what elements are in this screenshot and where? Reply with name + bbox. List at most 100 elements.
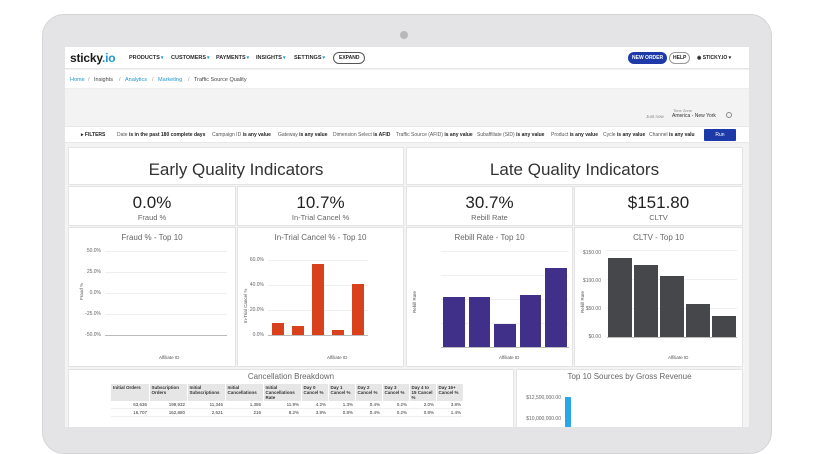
app-screen: sticky.io PRODUCTS▾ CUSTOMERS▾ PAYMENTS▾… [65, 47, 749, 427]
breadcrumb-home[interactable]: Home [70, 77, 85, 83]
table-cell: 0.4% [355, 408, 382, 417]
x-axis-line [268, 335, 368, 336]
filter-date[interactable]: Date is in the past 180 complete days [117, 132, 206, 138]
y-tick-label: $50.00 [585, 306, 601, 312]
breadcrumb-insights[interactable]: Insights [94, 77, 113, 83]
breadcrumb-separator: / [152, 77, 154, 83]
top-sources-revenue: Top 10 Sources by Gross Revenue $12,500,… [516, 369, 743, 427]
expand-button[interactable]: EXPAND [333, 52, 366, 64]
y-tick-label: 50.0% [86, 248, 101, 254]
breadcrumb-separator: / [188, 77, 190, 83]
nav-settings[interactable]: SETTINGS▾ [294, 55, 326, 61]
filter-traffic-source[interactable]: Traffic Source (AFID) is any value [396, 132, 473, 138]
column-header[interactable]: Day 16+ Cancel % [436, 384, 464, 401]
y-tick-label: $150.00 [582, 250, 601, 256]
chart-bar[interactable] [660, 275, 684, 337]
column-header[interactable]: Initial Cancellations Rate [263, 384, 302, 401]
gridline [105, 314, 227, 315]
chart-bar[interactable] [519, 295, 542, 347]
filter-dimension[interactable]: Dimension Select is AFID [333, 132, 391, 138]
chart-bar[interactable] [608, 257, 632, 337]
chart-bar[interactable] [686, 303, 710, 337]
user-menu[interactable]: ◉ STICKY.IO ▾ [697, 55, 732, 61]
x-axis-line [441, 347, 569, 348]
table-cell: 0.8% [409, 408, 436, 417]
gridline [105, 272, 227, 273]
chart-bar[interactable] [312, 264, 324, 335]
early-indicators-title: Early Quality Indicators [148, 160, 324, 179]
kpi-fraud: 0.0% Fraud % [68, 186, 236, 226]
gridline [441, 299, 569, 300]
kpi-rebill-rate: 30.7% Rebill Rate [406, 186, 573, 226]
chart-bar[interactable] [332, 329, 344, 335]
chart-bar[interactable] [712, 315, 736, 337]
table-cell: 16,707 [111, 408, 149, 417]
chart-bar[interactable] [468, 297, 491, 347]
chart-bar[interactable] [352, 283, 364, 335]
logo[interactable]: sticky.io [70, 51, 116, 65]
filter-campaign[interactable]: Campaign ID is any value [212, 132, 271, 138]
table-cell: 0.8% [328, 408, 355, 417]
column-header[interactable]: Day 4 to 15 Cancel % [409, 384, 437, 401]
timezone-select[interactable]: America - New York [672, 113, 716, 119]
nav-products[interactable]: PRODUCTS▾ [129, 55, 164, 61]
early-indicators-header: Early Quality Indicators [68, 147, 404, 185]
table-cell: 162,880 [149, 408, 187, 417]
nav-payments[interactable]: PAYMENTS▾ [216, 55, 250, 61]
y-tick-label: 60.0% [249, 257, 264, 263]
chart-bar[interactable] [634, 265, 658, 337]
column-header[interactable]: Subscription Orders [149, 384, 188, 401]
column-header[interactable]: Initial Cancellations [225, 384, 264, 401]
nav-insights[interactable]: INSIGHTS▾ [256, 55, 286, 61]
chevron-down-icon: ▾ [246, 55, 250, 61]
table-cell: 1,355 [225, 401, 263, 409]
column-header[interactable]: Day 0 Cancel % [301, 384, 329, 401]
column-header[interactable]: Day 3 Cancel % [382, 384, 410, 401]
y-tick-label: 20.0% [249, 307, 264, 313]
chevron-down-icon: ▾ [322, 55, 326, 61]
fraud-chart: Fraud % - Top 10 50.0% 25.0% 0.0% -25.0%… [68, 227, 236, 367]
y-axis-label: Rebill Rate [412, 290, 417, 313]
table-cell: 0.2% [382, 408, 409, 417]
chevron-down-icon: ▾ [207, 55, 210, 61]
filter-subaffiliate[interactable]: Subaffiliate (SID) is any value [477, 132, 545, 138]
filter-channel[interactable]: Channel is any valu [649, 132, 695, 138]
chart-bar[interactable] [292, 326, 304, 335]
help-button[interactable]: HELP [669, 52, 691, 64]
chart-bar[interactable] [494, 323, 516, 347]
table-cell: 8.2% [263, 408, 301, 417]
table-cell: 2,621 [187, 408, 225, 417]
kpi-label: Fraud % [137, 213, 167, 222]
gridline [105, 251, 227, 252]
y-axis-label: In-Trial Cancel % [243, 288, 248, 323]
filter-cycle[interactable]: Cycle is any value [603, 132, 646, 138]
y-tick-label: $100.00 [582, 278, 601, 284]
top-nav: sticky.io PRODUCTS▾ CUSTOMERS▾ PAYMENTS▾… [65, 47, 749, 69]
gridline [105, 293, 227, 294]
table-cell: 3.9% [301, 408, 328, 417]
chart-bar[interactable] [545, 268, 568, 347]
column-header[interactable]: Initial Orders [111, 384, 150, 401]
chart-bar[interactable] [272, 323, 284, 335]
column-header[interactable]: Day 2 Cancel % [355, 384, 383, 401]
run-button[interactable]: Run [704, 129, 736, 141]
column-header[interactable]: Initial Subscriptions [187, 384, 226, 401]
chart-title: In-Trial Cancel % - Top 10 [274, 233, 367, 242]
nav-customers[interactable]: CUSTOMERS▾ [171, 55, 210, 61]
table-title: Cancellation Breakdown [247, 372, 335, 381]
y-axis-label: Fraud % [79, 282, 84, 300]
cltv-chart: CLTV - Top 10 $150.00 $100.00 $50.00 $0.… [574, 227, 743, 367]
y-tick-label: 0.0% [252, 332, 264, 338]
column-header[interactable]: Day 1 Cancel % [328, 384, 356, 401]
table-row: 63,636 199,932 11,346 1,355 11.9% 4.2% 1.3% 0.4… [111, 401, 463, 409]
filter-product[interactable]: Product is any value [551, 132, 598, 138]
breadcrumb-analytics[interactable]: Analytics [125, 77, 148, 83]
chart-bar[interactable] [442, 297, 465, 347]
breadcrumb-marketing[interactable]: Marketing [158, 77, 183, 83]
gear-icon[interactable] [726, 112, 732, 118]
filters-toggle[interactable]: ▸ FILTERS [81, 132, 106, 138]
filter-gateway[interactable]: Gateway is any value [278, 132, 328, 138]
y-axis-label: Rebill Rate [580, 290, 585, 313]
chart-title: CLTV - Top 10 [633, 233, 684, 242]
new-order-button[interactable]: NEW ORDER [628, 52, 668, 64]
